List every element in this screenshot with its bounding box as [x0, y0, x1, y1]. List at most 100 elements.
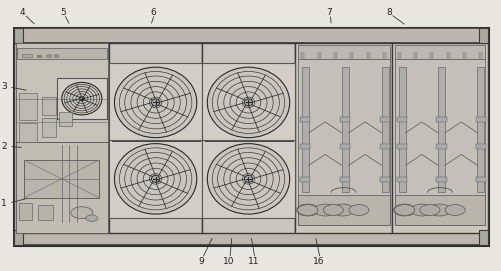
Bar	[397, 53, 400, 58]
Bar	[429, 53, 432, 58]
Bar	[394, 45, 484, 59]
Bar	[379, 117, 389, 122]
Bar	[446, 53, 449, 58]
Circle shape	[419, 205, 439, 215]
Text: 9: 9	[197, 257, 203, 266]
Text: 5: 5	[60, 8, 66, 17]
Text: 3: 3	[1, 82, 7, 91]
Bar	[340, 117, 350, 122]
Circle shape	[348, 205, 368, 215]
Text: 8: 8	[385, 8, 391, 17]
Bar	[381, 67, 388, 192]
Bar	[59, 112, 72, 126]
Bar	[14, 43, 109, 233]
Bar	[413, 53, 416, 58]
Ellipse shape	[62, 82, 102, 115]
Circle shape	[410, 204, 432, 216]
Bar	[14, 28, 23, 43]
Bar	[295, 43, 391, 233]
Circle shape	[393, 204, 415, 216]
Bar	[301, 67, 308, 192]
Bar	[394, 195, 484, 225]
Bar	[476, 67, 483, 192]
Bar	[437, 67, 444, 192]
Circle shape	[444, 205, 464, 215]
Text: 4: 4	[20, 8, 26, 17]
Bar	[109, 43, 202, 233]
Bar	[396, 117, 406, 122]
Circle shape	[54, 55, 59, 57]
Bar	[391, 43, 487, 233]
Circle shape	[47, 55, 52, 57]
Bar	[478, 230, 487, 245]
Bar	[300, 144, 310, 149]
Ellipse shape	[80, 97, 84, 100]
Bar	[478, 28, 487, 43]
Text: 11: 11	[247, 257, 259, 266]
Bar	[16, 43, 108, 142]
Ellipse shape	[151, 175, 159, 182]
Text: 7: 7	[325, 8, 331, 17]
Ellipse shape	[207, 67, 289, 138]
Bar	[202, 43, 295, 233]
Text: 2: 2	[1, 142, 7, 151]
Bar	[14, 233, 487, 245]
Bar	[42, 118, 56, 137]
Bar	[396, 177, 406, 182]
Text: 1: 1	[1, 199, 7, 208]
Text: 16: 16	[313, 257, 324, 266]
Bar	[19, 203, 32, 220]
Bar	[333, 53, 336, 58]
Bar	[16, 142, 108, 233]
Bar	[350, 53, 353, 58]
Circle shape	[428, 204, 450, 216]
Ellipse shape	[114, 67, 196, 138]
Bar	[379, 177, 389, 182]
Bar	[202, 140, 294, 218]
Bar	[14, 28, 487, 245]
Bar	[398, 67, 405, 192]
Circle shape	[86, 215, 98, 221]
Text: 6: 6	[150, 8, 156, 17]
Bar	[396, 144, 406, 149]
Bar	[109, 63, 201, 142]
Bar	[462, 53, 465, 58]
Ellipse shape	[207, 144, 289, 214]
Circle shape	[296, 204, 318, 216]
Ellipse shape	[114, 144, 196, 214]
Bar	[14, 230, 23, 245]
Ellipse shape	[244, 175, 252, 182]
Bar	[301, 53, 304, 58]
Bar	[340, 144, 350, 149]
Circle shape	[314, 204, 336, 216]
Bar	[436, 177, 446, 182]
Bar	[340, 177, 350, 182]
Bar	[300, 177, 310, 182]
Bar	[475, 117, 485, 122]
Bar	[42, 97, 56, 115]
Bar	[379, 144, 389, 149]
Bar	[38, 205, 53, 220]
Bar	[19, 123, 37, 142]
Bar	[24, 160, 99, 198]
Ellipse shape	[151, 99, 159, 106]
Bar	[300, 117, 310, 122]
Bar	[14, 28, 487, 43]
Bar	[19, 93, 37, 120]
Bar	[436, 117, 446, 122]
Bar	[17, 48, 107, 59]
Circle shape	[331, 204, 353, 216]
Bar	[317, 53, 320, 58]
Bar	[436, 144, 446, 149]
Ellipse shape	[244, 99, 252, 106]
Bar	[109, 140, 201, 218]
Bar	[475, 144, 485, 149]
Bar	[478, 53, 481, 58]
Bar	[202, 63, 294, 142]
Bar	[366, 53, 369, 58]
Bar	[297, 59, 389, 225]
Bar	[382, 53, 385, 58]
Bar	[22, 54, 32, 57]
Bar	[475, 177, 485, 182]
Circle shape	[323, 205, 343, 215]
